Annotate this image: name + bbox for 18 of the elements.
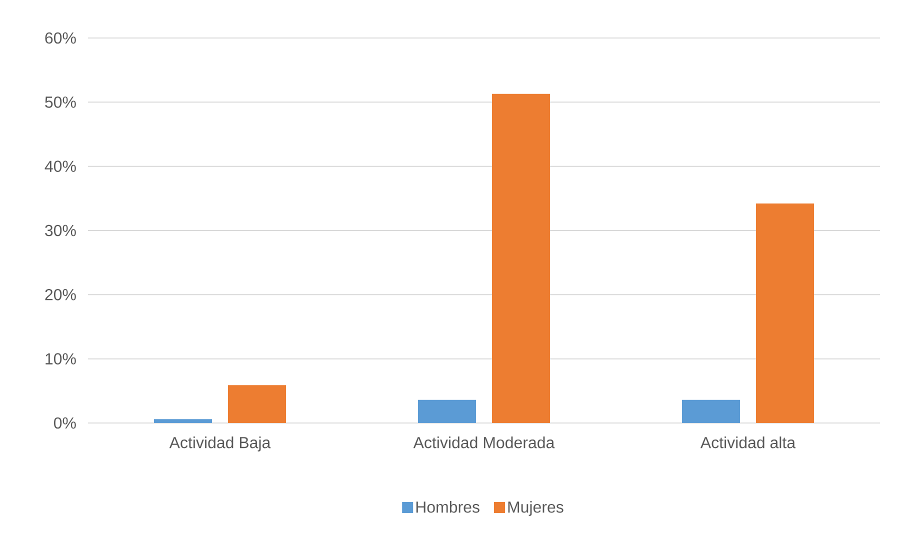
y-tick-label: 60% [45, 32, 76, 44]
bar [228, 385, 286, 423]
legend-label: Hombres [416, 500, 480, 513]
legend-label: Mujeres [508, 500, 564, 516]
bar [756, 204, 814, 423]
x-tick-label: Actividad Moderada [413, 436, 555, 448]
y-tick-label: 30% [45, 224, 76, 236]
y-tick-label: 50% [45, 96, 76, 108]
y-tick-label: 20% [45, 288, 76, 300]
y-tick-label: 10% [46, 353, 76, 364]
bar [154, 419, 212, 423]
bar [418, 400, 476, 423]
y-tick-label: 40% [44, 160, 76, 172]
bar [492, 94, 550, 423]
x-tick-label: Actividad alta [700, 436, 796, 448]
x-tick-label: Actividad Baja [169, 436, 271, 452]
y-tick-label: 0% [54, 417, 76, 429]
bar [682, 400, 740, 423]
